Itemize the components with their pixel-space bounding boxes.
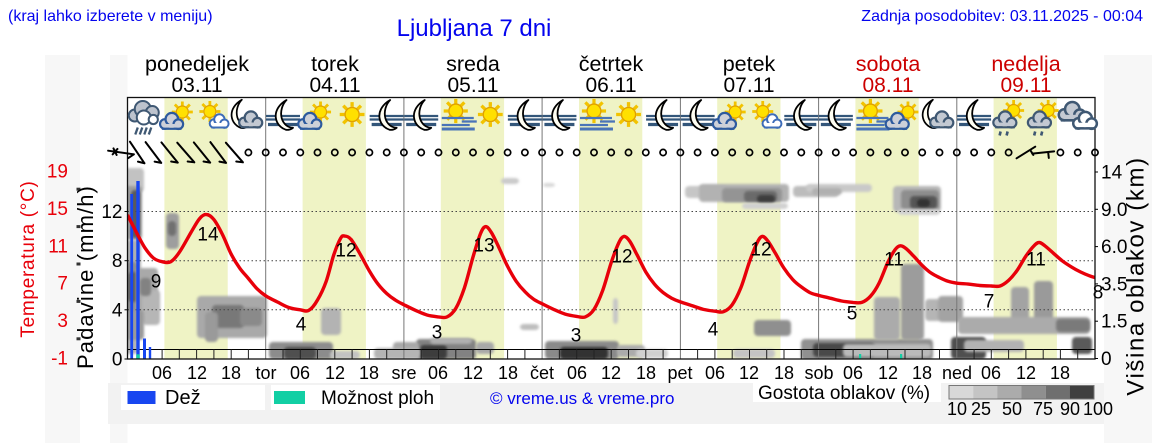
svg-text:4: 4 xyxy=(112,300,123,321)
svg-text:11: 11 xyxy=(884,250,904,271)
svg-text:petek: petek xyxy=(723,52,776,76)
svg-text:Možnost ploh: Možnost ploh xyxy=(321,388,434,409)
svg-text:12: 12 xyxy=(878,363,898,383)
svg-text:18: 18 xyxy=(359,363,379,383)
svg-text:100: 100 xyxy=(1083,399,1113,419)
svg-text:1.5: 1.5 xyxy=(1101,312,1127,333)
svg-text:nedelja: nedelja xyxy=(991,52,1060,76)
svg-text:12: 12 xyxy=(611,247,632,268)
svg-text:sre: sre xyxy=(391,363,416,383)
svg-text:90: 90 xyxy=(1060,399,1080,419)
svg-text:12: 12 xyxy=(750,240,771,261)
svg-text:06: 06 xyxy=(290,363,310,383)
svg-text:0: 0 xyxy=(112,350,123,371)
svg-text:11: 11 xyxy=(1026,250,1046,271)
svg-text:Dež: Dež xyxy=(165,387,201,409)
svg-text:06.11: 06.11 xyxy=(586,74,637,97)
svg-text:14: 14 xyxy=(1101,163,1123,184)
svg-text:09.11: 09.11 xyxy=(1001,74,1052,97)
svg-text:10: 10 xyxy=(947,399,967,419)
svg-text:12: 12 xyxy=(335,241,356,262)
svg-text:četrtek: četrtek xyxy=(579,52,644,76)
svg-text:06: 06 xyxy=(843,363,863,383)
svg-text:Gostota oblakov (%): Gostota oblakov (%) xyxy=(758,383,930,404)
svg-text:torek: torek xyxy=(311,52,359,76)
svg-text:3: 3 xyxy=(57,311,68,332)
svg-text:50: 50 xyxy=(1002,399,1022,419)
svg-text:4: 4 xyxy=(708,320,719,341)
svg-text:12: 12 xyxy=(601,363,621,383)
svg-text:18: 18 xyxy=(912,363,932,383)
svg-text:9.0: 9.0 xyxy=(1101,200,1127,221)
svg-text:3.5: 3.5 xyxy=(1101,274,1127,295)
svg-text:sobota: sobota xyxy=(856,52,921,76)
svg-text:7: 7 xyxy=(57,274,68,295)
svg-text:25: 25 xyxy=(971,399,991,419)
svg-text:19: 19 xyxy=(47,162,68,183)
svg-text:12: 12 xyxy=(739,363,759,383)
svg-text:03.11: 03.11 xyxy=(172,74,223,97)
svg-text:18: 18 xyxy=(221,363,241,383)
svg-text:6.0: 6.0 xyxy=(1101,237,1127,258)
svg-text:7: 7 xyxy=(984,292,995,313)
svg-text:12: 12 xyxy=(1016,363,1036,383)
svg-text:4: 4 xyxy=(296,315,307,336)
svg-text:ned: ned xyxy=(942,363,972,383)
svg-text:05.11: 05.11 xyxy=(448,74,499,97)
svg-text:sreda: sreda xyxy=(446,52,500,76)
svg-text:Zadnja posodobitev: 03.11.2025: Zadnja posodobitev: 03.11.2025 - 00:04 xyxy=(861,8,1143,25)
svg-text:18: 18 xyxy=(1050,363,1070,383)
svg-text:06: 06 xyxy=(981,363,1001,383)
svg-text:9: 9 xyxy=(151,272,162,293)
svg-text:04.11: 04.11 xyxy=(310,74,361,97)
svg-text:15: 15 xyxy=(47,199,68,220)
svg-text:12: 12 xyxy=(325,363,345,383)
svg-text:12: 12 xyxy=(101,202,122,223)
svg-text:Padavine (mm/h): Padavine (mm/h) xyxy=(73,185,98,369)
svg-text:pet: pet xyxy=(667,363,692,383)
svg-text:8: 8 xyxy=(1093,283,1104,304)
svg-text:© vreme.us & vreme.pro: © vreme.us & vreme.pro xyxy=(490,389,674,408)
svg-text:06: 06 xyxy=(428,363,448,383)
svg-text:06: 06 xyxy=(705,363,725,383)
svg-text:12: 12 xyxy=(463,363,483,383)
svg-text:06: 06 xyxy=(567,363,587,383)
svg-text:18: 18 xyxy=(498,363,518,383)
svg-text:18: 18 xyxy=(636,363,656,383)
svg-text:75: 75 xyxy=(1033,399,1053,419)
svg-text:14: 14 xyxy=(197,225,219,246)
svg-text:Višina oblakov (km): Višina oblakov (km) xyxy=(1123,156,1150,395)
svg-text:8: 8 xyxy=(112,251,123,272)
svg-text:08.11: 08.11 xyxy=(863,74,914,97)
svg-text:5: 5 xyxy=(847,304,858,325)
svg-text:0: 0 xyxy=(1101,349,1112,370)
svg-text:3: 3 xyxy=(571,326,582,347)
svg-text:tor: tor xyxy=(255,363,276,383)
svg-text:11: 11 xyxy=(48,236,68,257)
svg-text:ponedeljek: ponedeljek xyxy=(145,52,249,76)
svg-text:Ljubljana 7 dni: Ljubljana 7 dni xyxy=(397,15,552,42)
svg-text:(kraj lahko izberete v meniju): (kraj lahko izberete v meniju) xyxy=(8,8,213,25)
svg-text:13: 13 xyxy=(473,236,494,257)
svg-text:06: 06 xyxy=(152,363,172,383)
svg-text:čet: čet xyxy=(530,363,554,383)
svg-text:sob: sob xyxy=(804,363,833,383)
svg-text:07.11: 07.11 xyxy=(724,74,775,97)
svg-text:18: 18 xyxy=(774,363,794,383)
svg-text:12: 12 xyxy=(187,363,207,383)
svg-text:3: 3 xyxy=(432,323,443,344)
svg-text:-1: -1 xyxy=(51,349,68,370)
svg-text:Temperatura (°C): Temperatura (°C) xyxy=(18,180,39,337)
